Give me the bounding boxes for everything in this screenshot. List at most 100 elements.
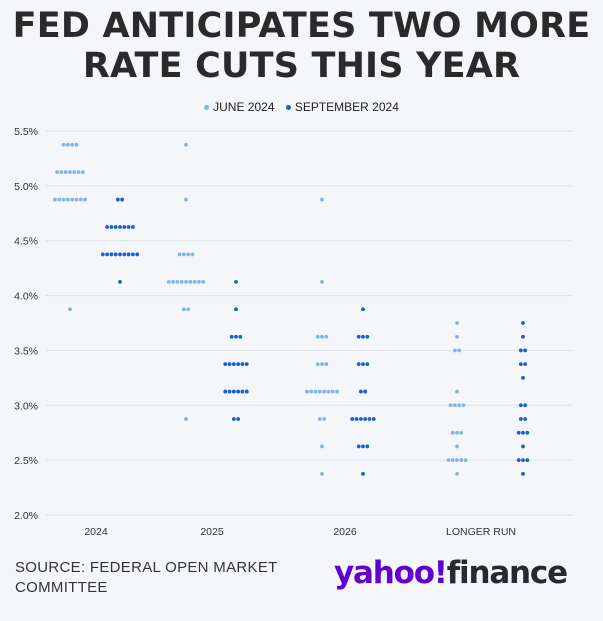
september-dot bbox=[122, 225, 127, 229]
september-dot bbox=[105, 225, 109, 229]
y-tick-label: 4.0% bbox=[14, 291, 38, 303]
june-dot bbox=[320, 279, 324, 284]
june-dot bbox=[455, 430, 459, 435]
june-dot bbox=[324, 362, 329, 367]
june-dot bbox=[78, 197, 83, 202]
september-dot bbox=[518, 362, 523, 367]
legend-june-label: JUNE 2024 bbox=[213, 100, 275, 114]
y-tick-label: 2.0% bbox=[14, 510, 38, 522]
september-dot bbox=[135, 252, 140, 257]
june-dot bbox=[448, 403, 453, 408]
june-dot bbox=[181, 307, 186, 312]
september-dot bbox=[521, 321, 525, 325]
logo-yahoo: yahoo! bbox=[334, 555, 448, 591]
june-dot bbox=[184, 197, 188, 202]
september-dot bbox=[521, 471, 525, 476]
september-dot bbox=[365, 334, 370, 339]
june-dot bbox=[181, 252, 186, 257]
september-dot bbox=[365, 362, 370, 367]
september-dot bbox=[363, 417, 368, 421]
september-dot bbox=[518, 403, 523, 408]
june-dot bbox=[186, 307, 191, 312]
june-dot bbox=[317, 417, 322, 421]
june-dot bbox=[459, 430, 464, 435]
june-dot bbox=[335, 389, 339, 394]
yahoo-finance-logo: yahoo!finance bbox=[334, 553, 568, 593]
legend-item-september: SEPTEMBER 2024 bbox=[285, 100, 399, 114]
september-dot bbox=[100, 252, 105, 257]
september-dot bbox=[231, 389, 236, 394]
x-tick-label: 2026 bbox=[333, 526, 357, 538]
source-note: SOURCE: FEDERAL OPEN MARKET COMMITTEE bbox=[15, 559, 278, 596]
september-dot bbox=[358, 417, 363, 421]
june-dot bbox=[455, 334, 459, 339]
september-dot bbox=[238, 334, 243, 339]
june-dot bbox=[461, 403, 466, 408]
june-dot bbox=[457, 348, 462, 353]
september-dot bbox=[105, 252, 109, 257]
june-dot bbox=[70, 142, 75, 147]
september-dot bbox=[516, 458, 521, 463]
legend-september-marker bbox=[285, 105, 291, 110]
june-dot bbox=[179, 279, 184, 284]
chart-title: FED ANTICIPATES TWO MORE RATE CUTS THIS … bbox=[0, 6, 603, 86]
september-dot bbox=[109, 225, 114, 229]
june-dot bbox=[184, 279, 188, 284]
september-dot bbox=[236, 389, 241, 394]
june-dot bbox=[55, 170, 59, 175]
june-dot bbox=[320, 362, 324, 367]
june-dot bbox=[65, 197, 70, 202]
june-dot bbox=[81, 170, 85, 175]
september-dot bbox=[231, 417, 236, 421]
june-dot bbox=[68, 307, 72, 312]
september-dot bbox=[358, 389, 363, 394]
september-dot bbox=[523, 348, 528, 353]
june-dot bbox=[322, 389, 327, 394]
june-dot bbox=[317, 389, 322, 394]
june-dot bbox=[326, 389, 331, 394]
y-tick-label: 4.5% bbox=[14, 236, 38, 248]
y-tick-label: 5.5% bbox=[14, 126, 38, 138]
september-dot bbox=[354, 417, 359, 421]
september-dot bbox=[234, 279, 238, 284]
june-dot bbox=[74, 142, 79, 147]
september-dot bbox=[350, 417, 355, 421]
june-dot bbox=[320, 334, 324, 339]
september-dot bbox=[227, 362, 232, 367]
june-dot bbox=[177, 252, 182, 257]
x-tick-label: LONGER RUN bbox=[446, 526, 516, 538]
september-dot bbox=[367, 417, 372, 421]
september-dot bbox=[122, 252, 127, 257]
june-dot bbox=[455, 444, 459, 449]
june-dot bbox=[455, 321, 459, 325]
june-dot bbox=[457, 403, 462, 408]
june-dot bbox=[452, 403, 457, 408]
june-dot bbox=[305, 389, 309, 394]
september-dot bbox=[521, 444, 525, 449]
september-dot bbox=[118, 252, 122, 257]
legend: JUNE 2024 SEPTEMBER 2024 bbox=[0, 100, 603, 114]
june-dot bbox=[450, 430, 455, 435]
june-dot bbox=[446, 458, 451, 463]
september-dot bbox=[525, 458, 530, 463]
september-dot bbox=[118, 225, 122, 229]
september-dot bbox=[516, 430, 521, 435]
september-dot bbox=[234, 307, 238, 312]
june-dot bbox=[324, 334, 329, 339]
september-dot bbox=[371, 417, 376, 421]
june-dot bbox=[53, 197, 57, 202]
june-dot bbox=[190, 252, 195, 257]
september-dot bbox=[523, 417, 528, 421]
september-dot bbox=[126, 252, 131, 257]
june-dot bbox=[74, 197, 79, 202]
june-dot bbox=[452, 348, 457, 353]
june-dot bbox=[175, 279, 180, 284]
june-dot bbox=[61, 142, 66, 147]
september-dot bbox=[244, 389, 249, 394]
june-dot bbox=[184, 142, 188, 147]
june-dot bbox=[450, 458, 455, 463]
y-tick-label: 5.0% bbox=[14, 181, 38, 193]
september-dot bbox=[356, 444, 361, 449]
june-dot bbox=[320, 197, 324, 202]
september-dot bbox=[231, 362, 236, 367]
